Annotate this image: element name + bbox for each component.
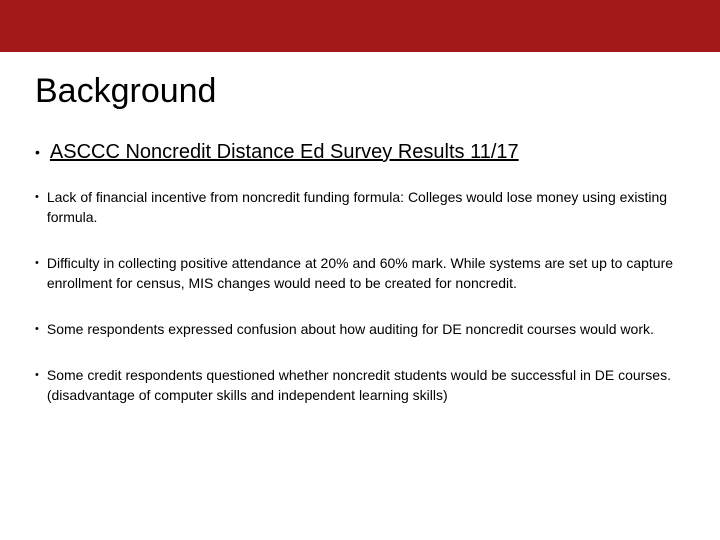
bullet-dot-icon: •: [35, 187, 39, 227]
bullet-dot-icon: •: [35, 253, 39, 293]
main-bullet-text: ASCCC Noncredit Distance Ed Survey Resul…: [50, 139, 519, 165]
bullet-dot-icon: •: [35, 365, 39, 405]
slide-content: Background • ASCCC Noncredit Distance Ed…: [0, 52, 720, 405]
sub-bullet: • Lack of financial incentive from noncr…: [35, 187, 685, 227]
sub-bullet: • Some respondents expressed confusion a…: [35, 319, 685, 339]
sub-bullet: • Some credit respondents questioned whe…: [35, 365, 685, 405]
bullet-dot-icon: •: [35, 319, 39, 339]
bullet-dot-icon: •: [35, 139, 40, 165]
sub-bullet-text: Some credit respondents questioned wheth…: [47, 365, 685, 405]
sub-bullet-text: Difficulty in collecting positive attend…: [47, 253, 685, 293]
sub-bullet-text: Some respondents expressed confusion abo…: [47, 319, 654, 339]
top-bar: [0, 0, 720, 52]
main-bullet: • ASCCC Noncredit Distance Ed Survey Res…: [35, 139, 685, 165]
sub-bullet-text: Lack of financial incentive from noncred…: [47, 187, 685, 227]
sub-bullet: • Difficulty in collecting positive atte…: [35, 253, 685, 293]
slide-title: Background: [35, 72, 685, 111]
